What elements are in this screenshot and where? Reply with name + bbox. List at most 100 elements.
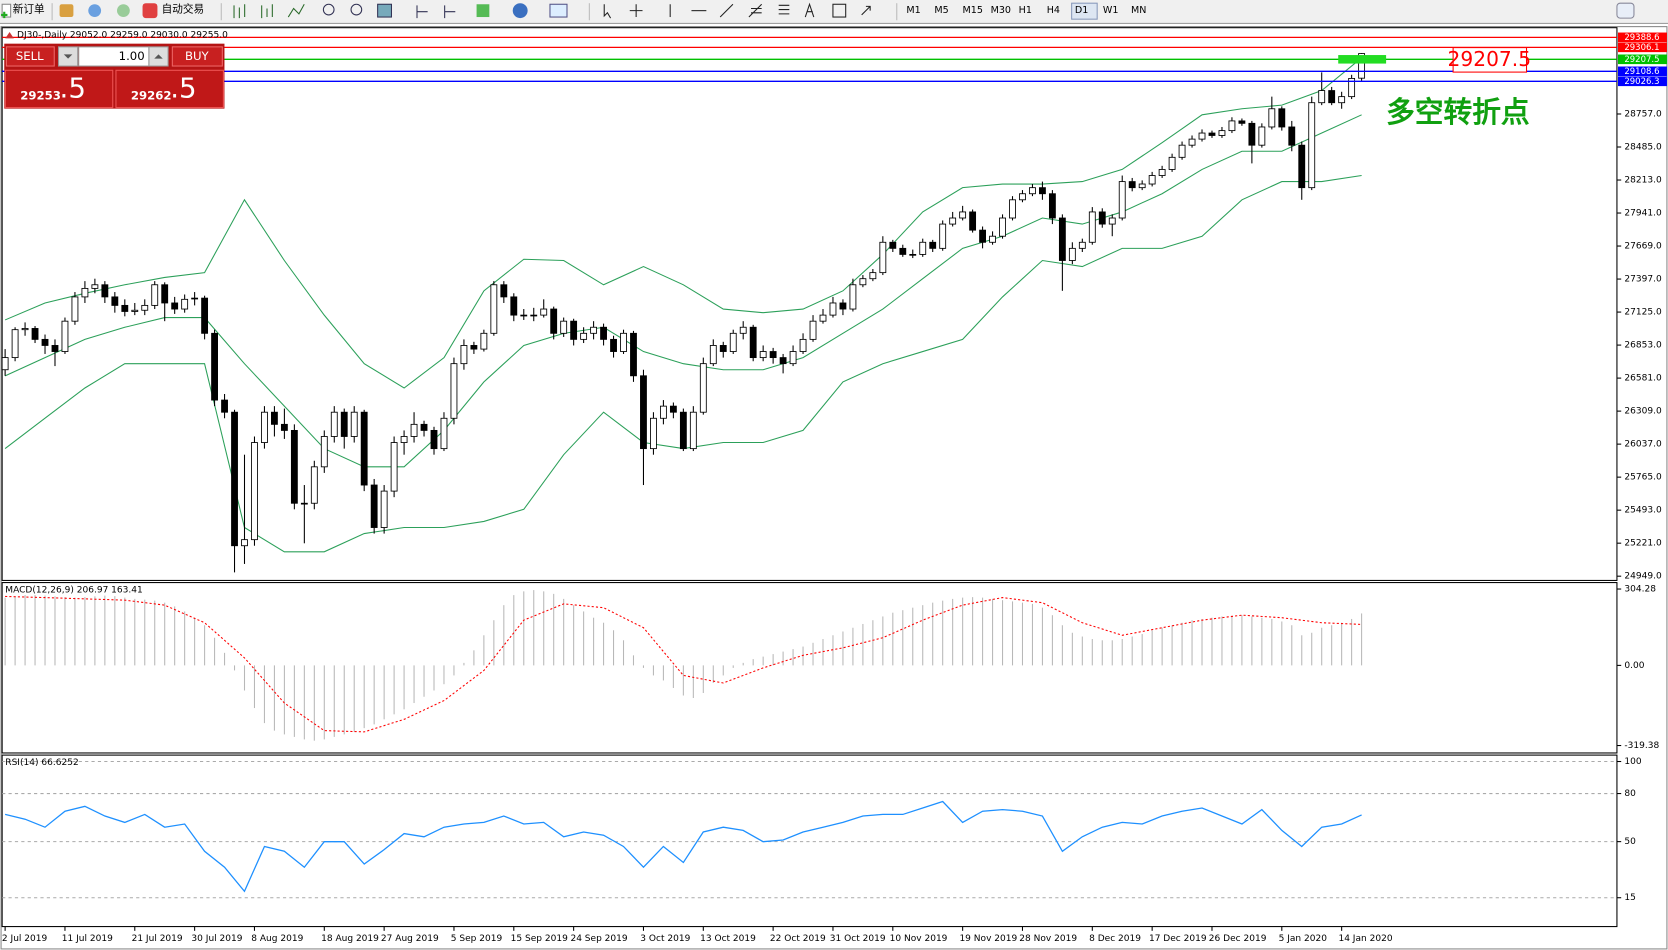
candle-body [450,363,458,419]
icon[interactable] [549,3,568,18]
icon[interactable] [322,3,335,16]
timeframe-button[interactable]: MN [1128,3,1154,19]
annotation: 多空转折点 [1386,95,1530,129]
y-tick-label: 26581.0 [1624,374,1662,384]
candle-body [1338,96,1346,104]
candle-body [859,278,867,286]
candle-body [909,253,917,256]
band-line [4,57,1362,389]
candle-body [470,345,478,350]
candle-body [390,442,398,492]
icon[interactable] [117,4,130,18]
timeframe-label: M30 [991,5,1011,16]
candle-body [71,296,79,322]
one-click-trading: SELL 1.00 BUY 29253 .5 29262 .5 [4,43,225,109]
y-tick-label: 304.28 [1624,585,1656,595]
icon [154,54,163,59]
timeframe-button[interactable]: H4 [1044,3,1070,19]
sell-price-box[interactable]: 29253 .5 [4,69,114,109]
x-tick-label: 3 Oct 2019 [640,934,690,944]
candle-body [1308,102,1316,189]
timeframe-button[interactable]: W1 [1100,3,1126,19]
candle-body [161,284,169,304]
y-tick-label: 28757.0 [1624,109,1662,119]
sell-button[interactable]: SELL [5,46,55,67]
y-tick-label: 28485.0 [1624,143,1662,153]
timeframe-button[interactable]: M30 [987,3,1013,19]
symbol-icon [5,31,14,39]
candle-body [350,411,358,437]
icon[interactable] [377,3,393,18]
candle-body [101,284,109,298]
candle-body [380,490,388,528]
new-order-button[interactable]: 新订单 [1,3,45,19]
timeframe-button[interactable]: M5 [931,3,957,19]
candle-body [221,399,228,413]
icon[interactable] [59,4,74,18]
candle-body [430,429,438,450]
icon[interactable] [476,4,490,18]
icon[interactable] [861,5,871,16]
candle-body [1278,108,1286,128]
icon[interactable] [261,4,273,19]
candle-body [520,314,528,317]
candle-body [610,338,617,352]
volume-value: 1.00 [119,49,145,63]
x-tick-label: 22 Oct 2019 [770,934,826,944]
candle-body [769,351,777,359]
icon[interactable] [512,3,528,19]
sell-label: SELL [16,49,44,63]
icon[interactable] [778,4,790,15]
candle-body [1238,120,1246,124]
candle-body [1148,175,1156,185]
timeframe-button[interactable]: M1 [903,3,929,19]
x-tick-label: 26 Dec 2019 [1209,934,1267,944]
level-label-box [1618,54,1667,65]
candle-body [490,284,498,334]
candle-body [131,309,139,312]
auto-trading-button[interactable]: 自动交易 [142,3,205,19]
buy-price-box[interactable]: 29262 .5 [115,69,224,109]
timeframe-button[interactable]: H1 [1015,3,1041,19]
icon[interactable] [416,5,456,19]
icon[interactable] [88,4,102,18]
icon[interactable] [603,4,612,19]
candle-body [739,326,747,334]
marker-box [1452,47,1528,73]
candle-body [171,302,179,310]
x-tick-label: 11 Jul 2019 [62,934,113,944]
candle-body [899,247,907,255]
icon[interactable] [629,4,643,18]
candle-body [1288,126,1296,146]
timeframe-label: M1 [906,5,920,16]
buy-button[interactable]: BUY [171,46,223,67]
y-tick-label: 25221.0 [1624,539,1662,549]
candle-body [231,411,238,547]
candle-body [201,297,209,334]
icon[interactable] [233,4,246,19]
candle-body [111,296,119,306]
icon[interactable] [287,4,305,18]
candle-body [699,363,707,413]
panel [1,754,1618,928]
icon[interactable] [804,2,815,18]
x-tick-label: 13 Oct 2019 [700,934,756,944]
icon[interactable] [719,3,734,18]
x-tick-label: 10 Nov 2019 [890,934,948,944]
candle-body [1188,138,1196,146]
candle-body [779,357,787,365]
panel [1,27,1618,581]
icon[interactable] [1616,2,1635,19]
icon[interactable] [748,3,763,18]
x-tick-label: 31 Oct 2019 [830,934,886,944]
candle-body [759,351,767,359]
timeframe-button[interactable]: D1 [1071,2,1098,20]
candle-body [1128,181,1136,189]
rsi-line [4,800,1362,893]
icon[interactable] [832,3,847,18]
icon[interactable] [350,3,363,16]
candle-body [749,326,757,359]
x-tick-label: 8 Aug 2019 [251,934,303,944]
timeframe-button[interactable]: M15 [959,3,985,19]
